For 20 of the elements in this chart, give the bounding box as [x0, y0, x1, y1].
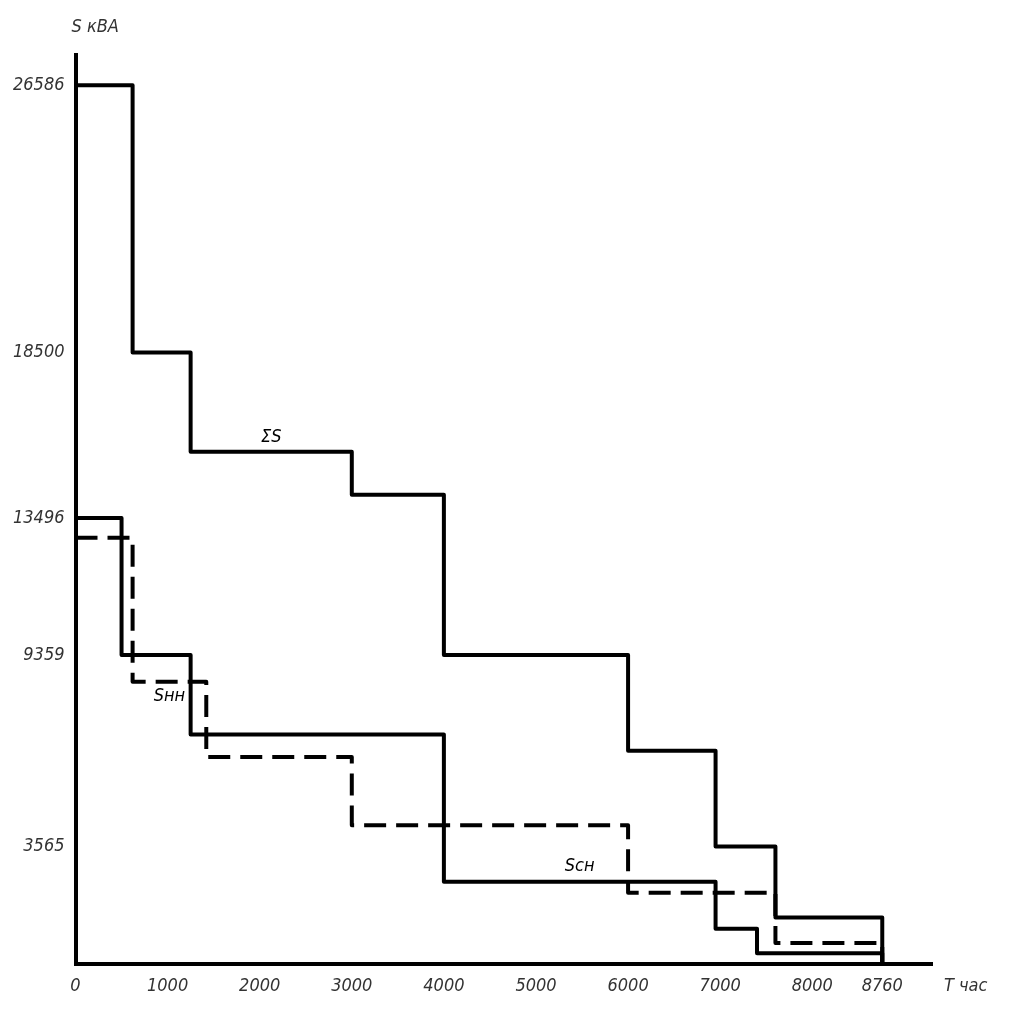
x-tick-label: 3000	[331, 973, 373, 995]
x-tick-label: 4000	[423, 973, 465, 995]
series-label: ΣS	[260, 424, 282, 446]
x-axis-title: T час	[944, 974, 988, 996]
x-tick-label: 8760	[861, 973, 903, 995]
y-axis-title: S кВА	[71, 14, 119, 36]
y-tick-label: 3565	[23, 834, 65, 856]
series-label: Sнн	[153, 684, 186, 706]
x-tick-label: 5000	[515, 973, 557, 995]
x-tick-label: 1000	[147, 973, 189, 995]
y-tick-label: 18500	[12, 340, 65, 362]
x-tick-label: 0	[70, 973, 81, 995]
y-tick-label: 26586	[12, 72, 65, 94]
series-label: Sсн	[564, 854, 595, 876]
x-tick-label: 2000	[239, 973, 281, 995]
x-tick-label: 7000	[699, 973, 741, 995]
y-tick-label: 9359	[23, 642, 65, 664]
x-tick-label: 6000	[607, 973, 649, 995]
x-tick-label: 8000	[791, 973, 833, 995]
y-tick-label: 13496	[12, 505, 65, 527]
